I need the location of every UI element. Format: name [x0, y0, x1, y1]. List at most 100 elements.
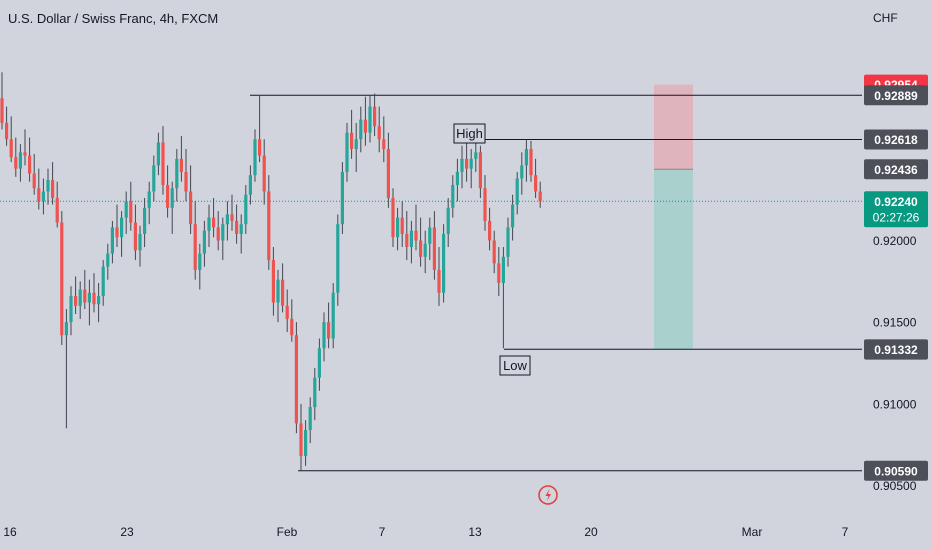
candle-body: [419, 240, 423, 257]
countdown-timer: 02:27:26: [873, 210, 920, 224]
candle-body: [92, 292, 96, 305]
time-axis[interactable]: 16 23 Feb 7 13 20 Mar 7: [3, 525, 848, 539]
candle-body: [189, 191, 193, 225]
candle-body: [501, 256, 505, 283]
candle-body: [110, 227, 114, 254]
time-axis-label: Feb: [277, 525, 298, 539]
candle-body: [244, 194, 248, 225]
candle-body: [51, 180, 55, 199]
candle-body: [87, 292, 91, 303]
candle-body: [216, 227, 220, 241]
candle-body: [308, 407, 312, 430]
candle-body: [304, 429, 308, 457]
take-profit-zone[interactable]: [654, 169, 693, 350]
candle-body: [377, 126, 381, 140]
candle-body: [179, 158, 183, 172]
candle-body: [28, 155, 32, 174]
candle-body: [5, 122, 9, 140]
candle-body: [524, 149, 528, 166]
candle-body: [152, 165, 156, 192]
candle-body: [327, 322, 331, 339]
candle-body: [230, 214, 234, 221]
candle-body: [83, 289, 87, 303]
price-scale-label: 0.91500: [873, 316, 917, 330]
price-tag: [864, 159, 928, 180]
candle-body: [336, 224, 340, 293]
candle-body: [175, 158, 179, 189]
high-label: High: [456, 126, 483, 141]
price-tag: [864, 129, 928, 150]
candle-body: [511, 204, 515, 228]
price-tag-value: 0.92618: [874, 133, 918, 147]
candle-body: [382, 139, 386, 150]
candle-body: [313, 377, 317, 408]
candle-body: [446, 207, 450, 234]
candle-body: [423, 243, 427, 257]
candle-body: [60, 222, 64, 336]
candle-body: [285, 305, 289, 319]
price-tag: [864, 85, 928, 106]
candle-body: [359, 119, 363, 140]
candle-body: [46, 180, 50, 192]
candle-body: [506, 227, 510, 257]
price-tag-value: 0.92889: [874, 89, 918, 103]
candle-body: [331, 292, 335, 339]
time-axis-label: Mar: [742, 525, 763, 539]
candle-body: [193, 224, 197, 270]
candle-body: [520, 165, 524, 179]
candle-body: [515, 178, 519, 205]
time-axis-label: 13: [468, 525, 482, 539]
symbol-title: U.S. Dollar / Swiss Franc, 4h, FXCM: [8, 11, 218, 26]
time-axis-label: 7: [379, 525, 386, 539]
high-annotation[interactable]: High: [453, 123, 486, 144]
alert-icon[interactable]: [538, 485, 558, 505]
candle-body: [281, 279, 285, 306]
candle-body: [442, 233, 446, 293]
low-label: Low: [503, 358, 527, 373]
candle-body: [437, 269, 441, 293]
candle-body: [248, 175, 252, 195]
candle-body: [101, 266, 105, 297]
candle-body: [147, 191, 151, 208]
candle-body: [373, 106, 377, 127]
stop-loss-zone[interactable]: [654, 84, 693, 170]
price-tag-value: 0.91332: [874, 343, 918, 357]
candle-body: [106, 253, 110, 267]
candle-body: [115, 227, 119, 238]
time-axis-label: 20: [584, 525, 598, 539]
low-annotation[interactable]: Low: [499, 355, 531, 376]
price-scale[interactable]: 0.92000 0.91500 0.91000 0.90500: [873, 234, 917, 493]
candle-body: [340, 171, 344, 225]
candle-body: [428, 227, 432, 244]
candle-body: [129, 201, 133, 223]
candle-body: [55, 198, 59, 223]
candle-body: [368, 106, 372, 133]
time-axis-label: 7: [842, 525, 849, 539]
position-tool[interactable]: [654, 84, 693, 350]
candle-body: [184, 171, 188, 192]
candle-body: [363, 119, 367, 133]
candle-body: [529, 149, 533, 176]
candle-body: [212, 217, 216, 228]
candle-body: [32, 173, 36, 189]
candle-body: [400, 217, 404, 234]
candle-body: [225, 214, 229, 225]
candle-body: [497, 263, 501, 283]
candle-body: [143, 207, 147, 234]
candle-body: [221, 224, 225, 241]
candle-body: [451, 184, 455, 208]
candle-body: [492, 240, 496, 264]
candle-body: [432, 227, 436, 270]
candle-body: [345, 132, 349, 172]
candle-body: [156, 142, 160, 166]
candle-body: [138, 233, 142, 251]
horizontal-levels[interactable]: [250, 94, 862, 472]
candle-body: [354, 139, 358, 150]
candle-body: [97, 296, 101, 305]
low-label-box: [499, 355, 531, 376]
candle-body: [386, 149, 390, 199]
candle-body: [409, 230, 413, 248]
candle-body: [396, 217, 400, 238]
candle-body: [64, 322, 68, 336]
